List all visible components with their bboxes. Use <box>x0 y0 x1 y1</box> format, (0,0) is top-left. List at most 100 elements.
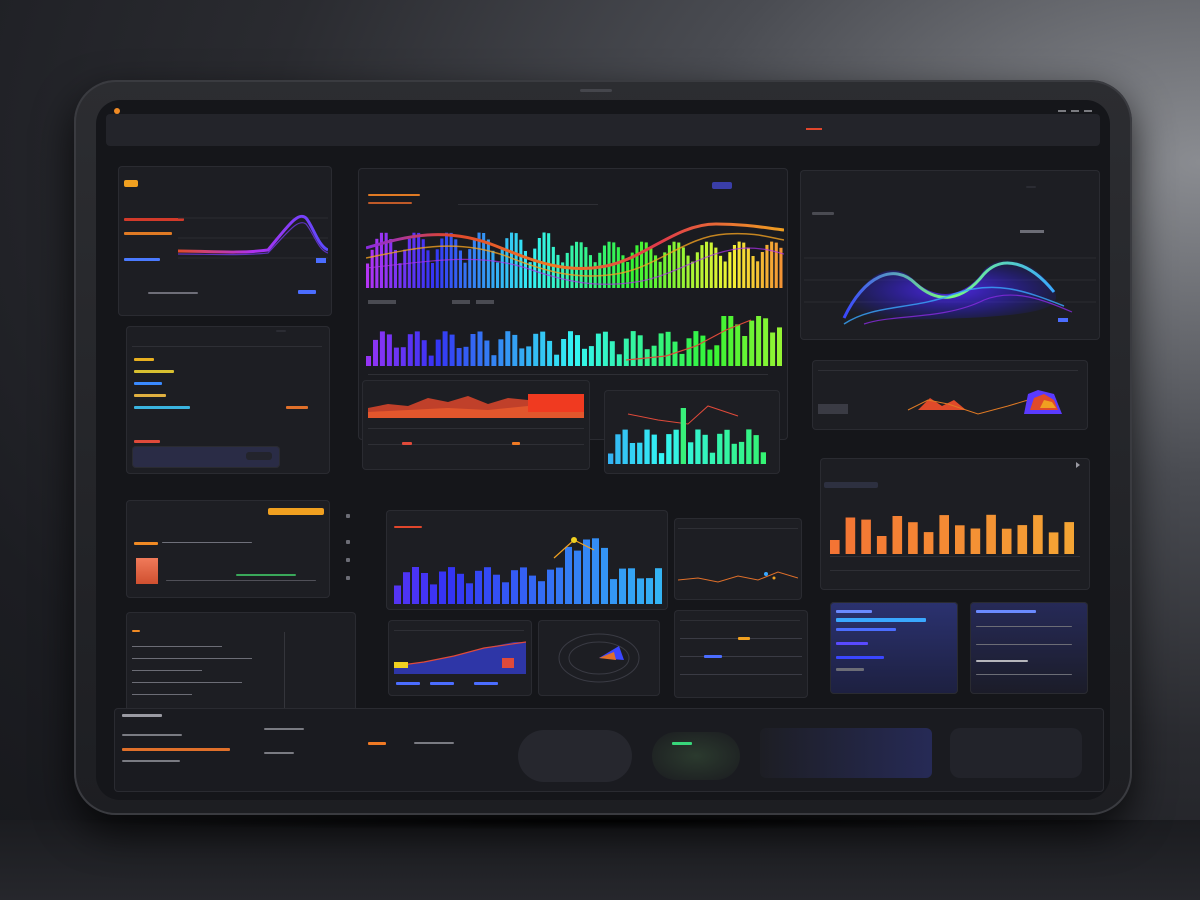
panel-orange-area[interactable] <box>362 380 590 470</box>
dashboard-screen <box>96 100 1110 800</box>
window-controls[interactable] <box>1058 110 1092 112</box>
decorative-bar <box>449 232 453 288</box>
panel-left-top[interactable] <box>118 166 332 316</box>
decorative-bar <box>588 255 592 288</box>
decorative-bar <box>421 340 427 366</box>
decorative-bar <box>908 522 918 554</box>
rail-dot-2[interactable] <box>346 540 350 544</box>
decorative-bar <box>677 242 681 288</box>
decorative-bar <box>498 339 504 366</box>
decorative-bar <box>939 515 949 554</box>
camera-slot <box>580 89 612 92</box>
footer-button[interactable] <box>246 452 272 460</box>
decorative-bar <box>615 434 621 464</box>
metric-swatch <box>136 558 158 584</box>
list-item-yellow-2[interactable] <box>134 370 174 373</box>
rail-dot-3[interactable] <box>346 558 350 562</box>
decorative-bar <box>700 245 704 288</box>
decorative-bar <box>533 248 537 288</box>
pill-blue[interactable] <box>760 728 932 778</box>
decorative-bar <box>561 339 567 366</box>
panel-left-list[interactable] <box>126 326 330 474</box>
decorative-bar <box>431 263 435 288</box>
decorative-bar <box>707 349 713 366</box>
blue-bar-chart <box>394 537 662 604</box>
row-marker-blue <box>704 655 722 658</box>
decorative-bar <box>756 261 760 288</box>
decorative-bar <box>723 261 727 288</box>
decorative-bar <box>500 248 504 288</box>
panel-center-right-mini[interactable] <box>674 518 802 600</box>
decorative-bar <box>735 324 741 366</box>
legend-selected[interactable] <box>712 182 732 189</box>
list-item-yellow[interactable] <box>134 358 154 361</box>
strip-val <box>414 742 454 744</box>
close-icon[interactable] <box>1084 110 1092 112</box>
decorative-bar <box>658 453 665 464</box>
decorative-bar <box>665 331 671 366</box>
decorative-bar <box>592 538 599 604</box>
card-blue-list[interactable] <box>830 602 958 694</box>
decorative-bar <box>379 232 383 288</box>
pill-right[interactable] <box>950 728 1082 778</box>
strip-col-1 <box>264 728 304 730</box>
decorative-bar <box>529 575 536 604</box>
decorative-bar <box>554 354 560 366</box>
row-5 <box>132 694 192 695</box>
decorative-bar <box>709 242 713 288</box>
decorative-bar <box>400 347 406 366</box>
list-header-button[interactable] <box>276 330 286 332</box>
decorative-bar <box>412 567 419 604</box>
strip-accent <box>368 742 386 745</box>
panel-right-bars[interactable] <box>820 458 1090 590</box>
decorative-bar <box>1064 522 1074 554</box>
panel-right-mini[interactable] <box>812 360 1088 430</box>
decorative-bar <box>731 443 737 464</box>
rail-dot-4[interactable] <box>346 576 350 580</box>
decorative-bar <box>622 429 628 464</box>
decorative-bar <box>601 547 608 604</box>
card-radial[interactable] <box>538 620 660 696</box>
panel-left-bottom[interactable] <box>126 612 356 722</box>
minimize-icon[interactable] <box>1058 110 1066 112</box>
decorative-bar <box>502 582 509 604</box>
list-row-4 <box>976 660 1028 662</box>
decorative-bar <box>556 567 563 604</box>
decorative-bar <box>428 355 434 366</box>
panel-action[interactable] <box>1026 186 1036 188</box>
maximize-icon[interactable] <box>1071 110 1079 112</box>
panel-green-bars[interactable] <box>604 390 780 474</box>
pill-dark[interactable] <box>518 730 632 782</box>
list-item-green[interactable] <box>134 394 166 397</box>
decorative-bar <box>547 233 551 288</box>
decorative-bar <box>742 336 748 366</box>
card-lines[interactable] <box>674 610 808 698</box>
divider <box>132 346 322 347</box>
panel-tag <box>124 180 138 187</box>
card-purple-list[interactable] <box>970 602 1088 694</box>
legend-bar-blue <box>124 258 160 261</box>
selected-filter[interactable] <box>824 482 878 488</box>
panel-left-mid[interactable] <box>126 500 330 598</box>
panel-right-top[interactable] <box>800 170 1100 340</box>
decorative-bar <box>672 341 678 366</box>
decorative-bar <box>463 262 467 288</box>
rail-dot-1[interactable] <box>346 514 350 518</box>
panel-center-bars[interactable] <box>386 510 668 610</box>
list-item-red[interactable] <box>134 440 160 443</box>
decorative-bar <box>412 232 416 288</box>
panel-badge <box>268 508 324 515</box>
decorative-bar <box>458 250 462 288</box>
card-mountain[interactable] <box>388 620 532 696</box>
brand-logo-icon <box>114 108 120 114</box>
decorative-bar <box>389 239 393 288</box>
card-bar-1 <box>396 682 420 685</box>
decorative-bar <box>407 334 413 366</box>
list-item-blue[interactable] <box>134 382 162 385</box>
pill-green[interactable] <box>652 732 740 780</box>
chevron-right-icon[interactable] <box>1076 462 1080 468</box>
decorative-bar <box>493 574 500 604</box>
decorative-bar <box>598 252 602 288</box>
decorative-bar <box>403 249 407 288</box>
list-item-cyan[interactable] <box>134 406 190 409</box>
